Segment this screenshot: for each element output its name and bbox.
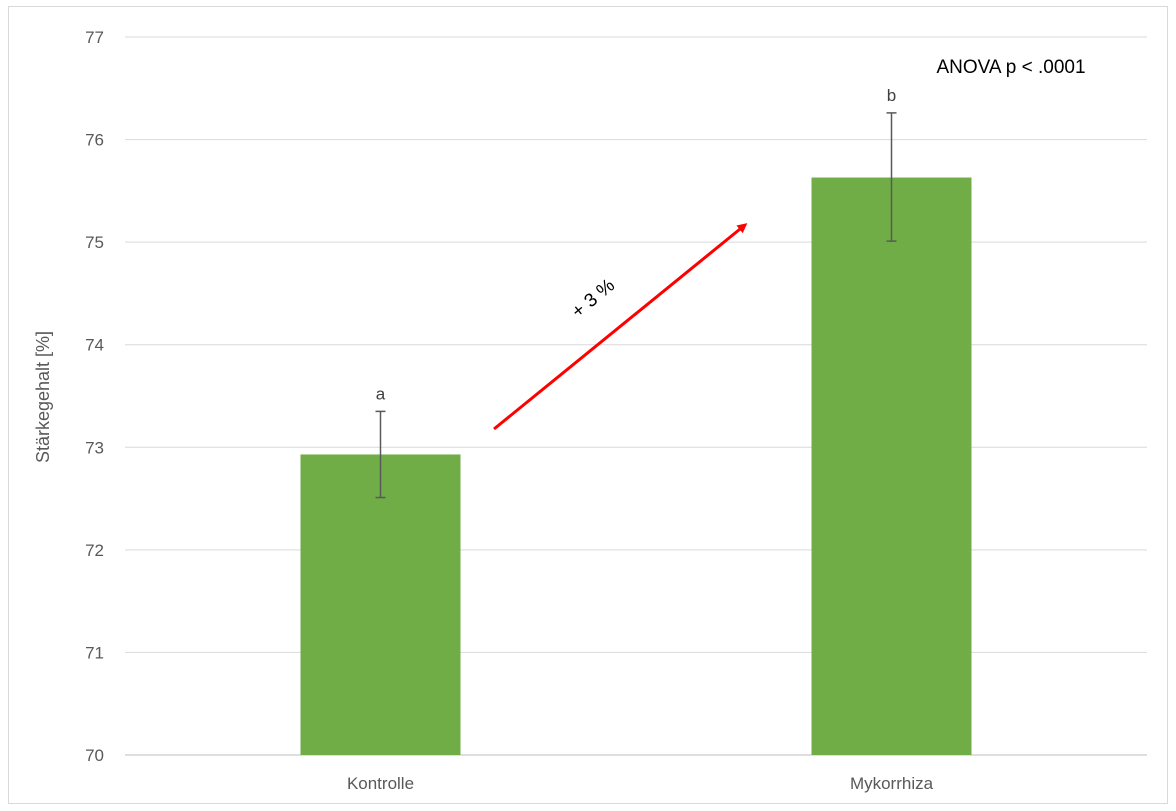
- x-axis-ticks: Kontrolle Mykorrhiza: [347, 774, 934, 793]
- increase-arrow: [493, 223, 748, 431]
- y-tick-label: 73: [85, 438, 104, 457]
- y-tick-label: 72: [85, 541, 104, 560]
- y-tick-label: 76: [85, 131, 104, 150]
- gridlines: [125, 36, 1147, 756]
- y-axis-ticks: 70 71 72 73 74 75 76 77: [85, 28, 104, 765]
- change-label: + 3 %: [568, 275, 619, 323]
- x-tick-label: Kontrolle: [347, 774, 414, 793]
- bar-mykorrhiza: [811, 177, 972, 756]
- error-bars: [375, 112, 897, 499]
- y-tick-label: 75: [85, 233, 104, 252]
- bar-kontrolle: [300, 454, 461, 755]
- y-tick-label: 74: [85, 336, 104, 355]
- significance-letters: ab: [376, 86, 896, 403]
- x-tick-label: Mykorrhiza: [850, 774, 934, 793]
- y-tick-label: 77: [85, 28, 104, 47]
- y-tick-label: 70: [85, 746, 104, 765]
- significance-letter: b: [887, 86, 896, 105]
- y-axis-title: Stärkegehalt [%]: [33, 331, 53, 463]
- y-tick-label: 71: [85, 643, 104, 662]
- bars: [300, 177, 972, 756]
- significance-letter: a: [376, 384, 386, 403]
- anova-label: ANOVA p < .0001: [936, 57, 1085, 78]
